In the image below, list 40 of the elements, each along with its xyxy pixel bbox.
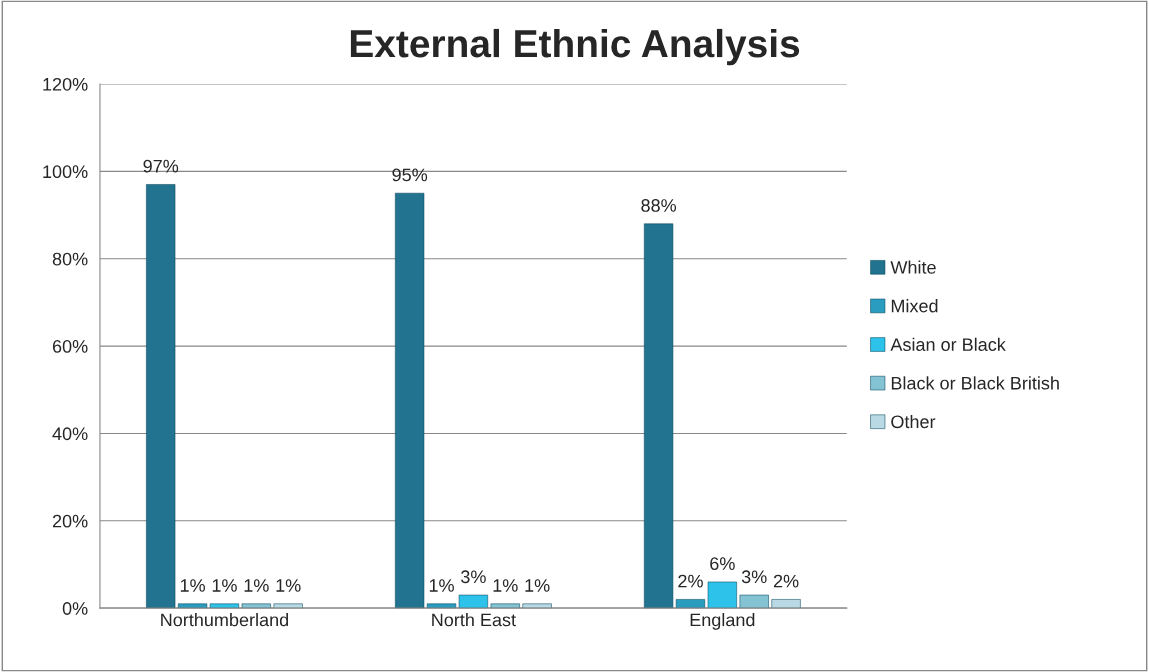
data-label: 1% (244, 579, 269, 592)
bar (771, 599, 801, 609)
bar (490, 603, 520, 609)
x-tick-label: North East (432, 613, 516, 627)
y-tick-label: 100% (43, 165, 88, 179)
bar (739, 594, 769, 609)
data-label: 1% (525, 579, 550, 592)
data-label: 95% (392, 168, 428, 182)
data-label: 3% (741, 570, 767, 584)
bar (273, 603, 303, 609)
y-tick-label: 60% (52, 340, 88, 353)
data-label: 3% (461, 570, 486, 584)
y-tick-label: 120% (43, 77, 88, 91)
bar (707, 581, 737, 609)
bar (395, 192, 425, 609)
data-label: 6% (710, 557, 735, 571)
data-label: 1% (493, 579, 518, 592)
y-tick-label: 80% (52, 252, 88, 266)
bar (522, 603, 552, 609)
legend-label: Asian or Black (890, 337, 1006, 351)
bar (241, 603, 271, 609)
y-tick-label: 20% (52, 514, 88, 528)
y-tick-label: 40% (52, 427, 88, 441)
data-label: 2% (773, 574, 799, 588)
legend-label: Other (891, 414, 936, 429)
data-label: 1% (180, 579, 205, 592)
data-label: 1% (429, 579, 454, 592)
legend-label: Black or Black British (891, 376, 1059, 390)
x-tick-label: England (690, 613, 755, 630)
data-label: 1% (276, 579, 301, 592)
x-tick-label: Northumberland (161, 613, 289, 627)
chart-title: External Ethnic Analysis (350, 28, 800, 66)
bar (146, 184, 176, 609)
data-label: 97% (143, 159, 179, 173)
data-label: 1% (212, 579, 237, 592)
y-tick-label: 0% (62, 602, 88, 615)
data-label: 88% (641, 199, 677, 212)
data-label: 2% (678, 574, 703, 588)
legend-label: Mixed (891, 299, 938, 313)
legend-label: White (890, 260, 936, 274)
